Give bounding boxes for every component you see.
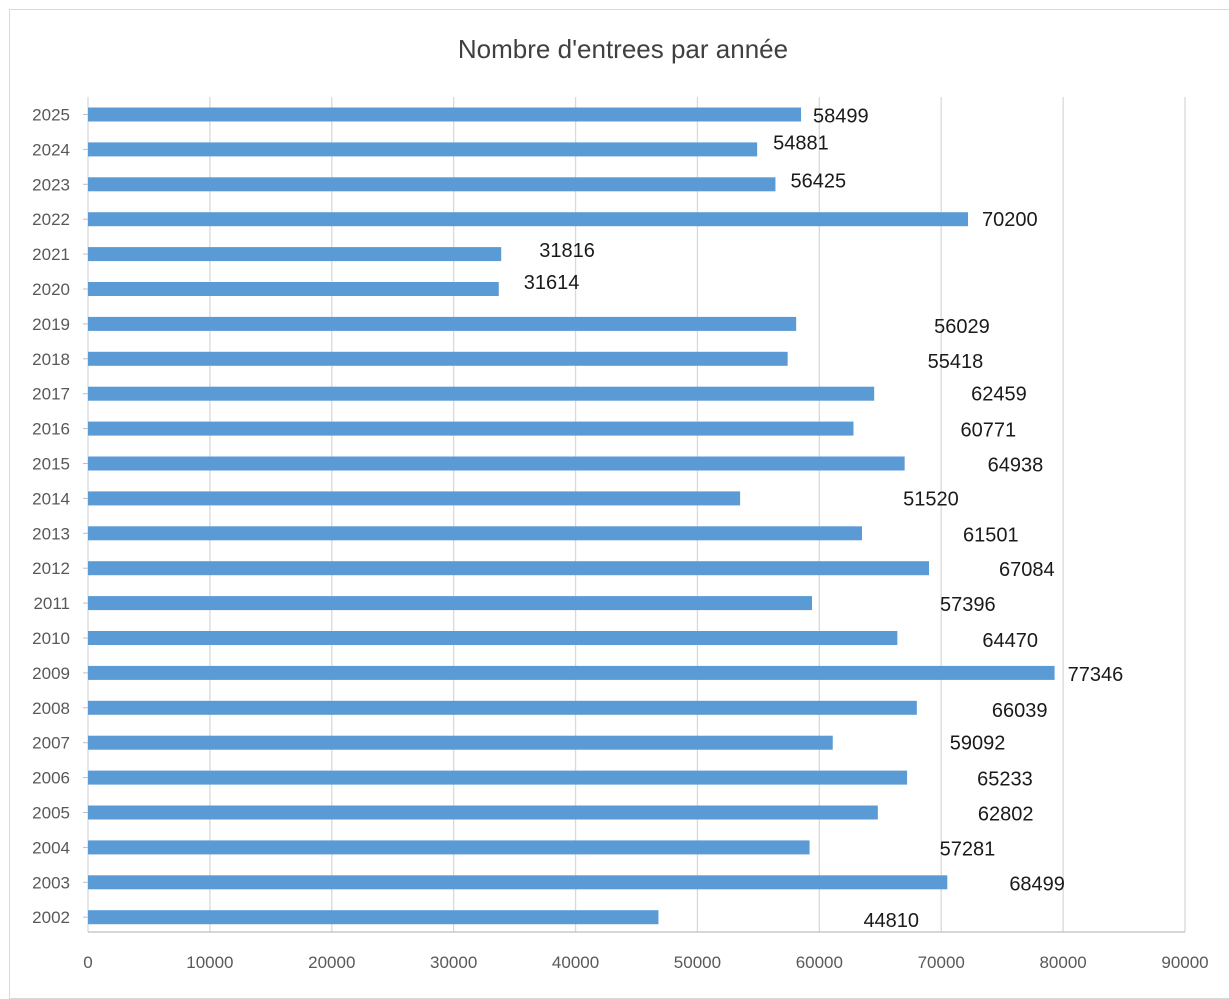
- data-label-2025: 58499: [813, 106, 869, 128]
- bar-2017: [88, 386, 875, 401]
- data-label-2002: 44810: [863, 910, 919, 932]
- y-tick-label: 2018: [32, 350, 70, 369]
- y-tick-label: 2013: [32, 524, 70, 543]
- bars: [88, 107, 1055, 925]
- bar-2024: [88, 142, 758, 157]
- y-tick-label: 2010: [32, 629, 70, 648]
- bar-2013: [88, 526, 862, 541]
- bar-2004: [88, 840, 810, 855]
- x-tick-label: 60000: [796, 953, 843, 972]
- bar-2011: [88, 596, 813, 611]
- bar-2009: [88, 665, 1055, 680]
- y-tick-label: 2025: [32, 106, 70, 125]
- y-tick-label: 2022: [32, 210, 70, 229]
- data-label-2004: 57281: [940, 838, 996, 860]
- x-tick-label: 0: [83, 953, 92, 972]
- y-tick-label: 2004: [32, 838, 70, 857]
- x-tick-label: 50000: [674, 953, 721, 972]
- bar-2022: [88, 212, 969, 227]
- x-tick-label: 90000: [1161, 953, 1208, 972]
- data-label-2010: 64470: [982, 630, 1038, 652]
- data-label-2023: 56425: [790, 170, 846, 192]
- bar-2025: [88, 107, 802, 122]
- y-tick-label: 2021: [32, 245, 70, 264]
- bar-2021: [88, 247, 502, 262]
- data-label-2021: 31816: [539, 240, 595, 262]
- y-tick-label: 2016: [32, 420, 70, 439]
- data-labels: 44810 68499 57281 62802 65233 59092 66039 77346…: [524, 106, 1123, 933]
- bar-2006: [88, 770, 908, 785]
- bar-2015: [88, 456, 905, 471]
- bar-2008: [88, 700, 917, 715]
- data-label-2017: 62459: [971, 384, 1027, 406]
- x-tick-label: 70000: [918, 953, 965, 972]
- y-tick-label: 2023: [32, 175, 70, 194]
- y-tick-label: 2017: [32, 385, 70, 404]
- y-tick-label: 2024: [32, 140, 70, 159]
- y-tick-label: 2019: [32, 315, 70, 334]
- bar-2005: [88, 805, 878, 820]
- y-tick-label: 2007: [32, 734, 70, 753]
- bar-2010: [88, 631, 898, 645]
- y-tick-label: 2015: [32, 455, 70, 474]
- data-label-2014: 51520: [903, 488, 959, 510]
- bar-2014: [88, 491, 741, 506]
- y-tick-label: 2008: [32, 699, 70, 718]
- x-tick-label: 40000: [552, 953, 599, 972]
- y-axis-labels: 2002 2003 2004 2005 2006 2007 2008 2009 2010 2011…: [32, 106, 70, 928]
- y-tick-label: 2009: [32, 664, 70, 683]
- y-tick-label: 2002: [32, 908, 70, 927]
- data-label-2008: 66039: [992, 700, 1048, 722]
- y-tick-label: 2014: [32, 489, 70, 508]
- x-tick-label: 30000: [430, 953, 477, 972]
- data-label-2020: 31614: [524, 272, 580, 294]
- bar-2016: [88, 421, 854, 436]
- data-label-2007: 59092: [950, 733, 1006, 755]
- x-tick-label: 20000: [308, 953, 355, 972]
- y-tick-label: 2020: [32, 280, 70, 299]
- data-label-2019: 56029: [934, 316, 990, 338]
- data-label-2022: 70200: [982, 209, 1038, 231]
- data-label-2006: 65233: [977, 769, 1033, 791]
- bar-2019: [88, 316, 797, 331]
- gridlines: [83, 97, 1186, 932]
- y-tick-label: 2006: [32, 769, 70, 788]
- bar-2023: [88, 177, 776, 192]
- y-tick-label: 2011: [33, 594, 70, 613]
- y-tick-label: 2005: [32, 804, 70, 823]
- bar-2020: [88, 282, 499, 296]
- bar-2012: [88, 561, 930, 576]
- bar-2002: [88, 910, 659, 925]
- x-axis-labels: 0 10000 20000 30000 40000 50000 60000 70000 8000…: [83, 953, 1208, 972]
- data-label-2013: 61501: [963, 524, 1019, 546]
- x-tick-label: 10000: [186, 953, 233, 972]
- data-label-2018: 55418: [928, 351, 984, 373]
- bar-2003: [88, 875, 948, 890]
- data-label-2011: 57396: [940, 594, 996, 616]
- bar-2018: [88, 351, 788, 366]
- data-label-2009: 77346: [1068, 664, 1124, 686]
- y-tick-label: 2003: [32, 873, 70, 892]
- chart-title: Nombre d'entrees par année: [458, 34, 788, 64]
- data-label-2016: 60771: [960, 420, 1016, 442]
- data-label-2012: 67084: [999, 559, 1055, 581]
- y-tick-label: 2012: [32, 559, 70, 578]
- x-tick-label: 80000: [1039, 953, 1086, 972]
- data-label-2024: 54881: [773, 132, 829, 154]
- data-label-2015: 64938: [988, 455, 1044, 477]
- data-label-2005: 62802: [978, 804, 1034, 826]
- bar-2007: [88, 735, 833, 750]
- data-label-2003: 68499: [1009, 873, 1065, 895]
